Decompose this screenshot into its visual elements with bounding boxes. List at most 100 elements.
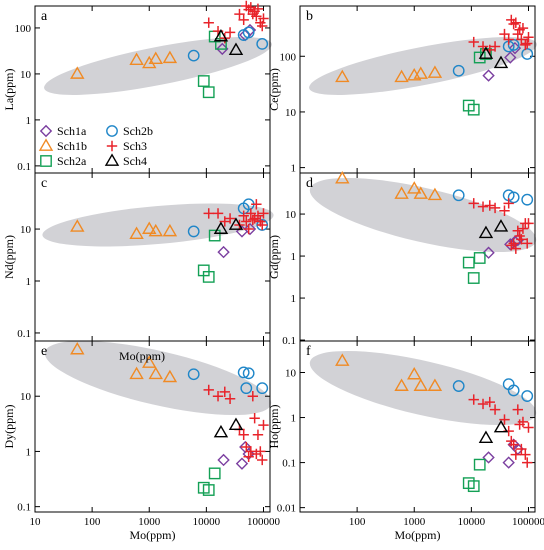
data-point (503, 198, 514, 209)
y-tick-label: 100 (280, 51, 297, 63)
data-point (243, 451, 254, 462)
legend-item-sch3: Sch3 (106, 139, 147, 153)
series-sch2a (197, 229, 221, 283)
series-sch1b (335, 65, 443, 83)
panel-label: a (41, 9, 48, 24)
y-axis-label: Ce(ppm) (267, 68, 281, 111)
data-point (523, 422, 534, 433)
y-tick-label: 10 (20, 391, 32, 403)
y-tick-label: 1 (291, 251, 297, 263)
panel-d: d 0.1 1 1 10 Gd(ppm) (267, 170, 537, 347)
legend-marker (39, 124, 53, 138)
y-tick-label: 10 (20, 224, 32, 236)
data-point (238, 14, 249, 26)
legend-marker (104, 153, 120, 166)
data-point (187, 49, 200, 62)
data-point (70, 341, 85, 355)
data-point (394, 69, 409, 83)
data-point (243, 222, 257, 236)
data-point (187, 225, 200, 238)
y-tick-label: 1 (291, 413, 297, 425)
data-point (70, 66, 85, 79)
data-point (452, 189, 465, 202)
y-axis-label: Gd(ppm) (267, 235, 281, 279)
y-tick-label: 1 (26, 115, 32, 127)
data-point (148, 366, 163, 380)
data-point (493, 419, 509, 433)
data-point (162, 369, 178, 383)
data-point (477, 398, 489, 410)
plot-frame (299, 340, 536, 513)
y-tick-label: 1 (291, 293, 297, 305)
y-tick-label: 10 (285, 367, 297, 379)
data-point (516, 443, 527, 455)
data-point (489, 404, 501, 415)
x-tick-label: 100 (349, 516, 366, 528)
data-point (504, 51, 517, 64)
y-tick-label: 1 (26, 276, 32, 288)
x-axis-label: Mo(ppm) (395, 528, 441, 542)
data-point (241, 216, 252, 227)
data-point (202, 270, 215, 283)
x-tick-label: 100 (84, 516, 101, 528)
data-point (238, 429, 249, 441)
panel-b: b 1 10 100 Ce(ppm) (267, 5, 537, 175)
data-point (452, 380, 465, 392)
data-point (224, 213, 236, 224)
series-sch2b (187, 26, 269, 62)
data-point (520, 449, 531, 460)
data-point (208, 229, 221, 242)
legend-marker (106, 125, 118, 137)
panel-e: e 0.1 1 10 10 100 1000 10000 100000 Dy(ppm) Mo(ppm… (2, 340, 280, 542)
data-point (468, 198, 479, 209)
data-point (187, 368, 200, 381)
data-point (129, 52, 144, 65)
data-point (477, 201, 489, 212)
data-point (142, 355, 157, 368)
data-point (427, 378, 443, 391)
data-point (468, 36, 479, 48)
data-point (256, 382, 269, 395)
data-point (503, 34, 514, 45)
data-point (477, 41, 489, 52)
panel-label: d (306, 176, 313, 191)
data-point (238, 210, 249, 221)
data-point (228, 417, 244, 430)
data-point (242, 367, 255, 380)
series-sch2a (197, 467, 221, 496)
data-point (522, 238, 533, 249)
plot-frame (34, 340, 271, 513)
x-tick-label: 10 (30, 516, 42, 528)
data-point (217, 245, 230, 259)
y-tick-label: 0.1 (17, 502, 31, 514)
field-ellipse (309, 350, 537, 426)
legend-item-sch1b: Sch1b (38, 138, 87, 153)
data-point (512, 28, 524, 40)
data-point (142, 55, 157, 69)
data-point (251, 11, 262, 22)
legend-label: Sch3 (123, 139, 147, 153)
data-point (228, 217, 244, 230)
series-sch3 (468, 198, 534, 254)
data-point (142, 221, 157, 234)
data-point (258, 419, 269, 431)
data-point (516, 234, 527, 245)
data-point (129, 366, 144, 380)
data-point (197, 75, 210, 87)
data-point (467, 480, 480, 493)
data-point (203, 384, 214, 396)
series-sch4 (213, 417, 244, 438)
data-point (502, 456, 515, 469)
y-tick-label: 1 (291, 163, 297, 175)
data-point (512, 404, 524, 415)
y-axis-label: Dy(ppm) (2, 405, 16, 449)
legend-label: Sch4 (123, 154, 147, 168)
data-point (394, 378, 409, 391)
data-point (213, 28, 229, 42)
panel-a: a 0.1 1 10 100 La(ppm) (2, 0, 272, 174)
data-point (219, 216, 230, 227)
data-point (427, 187, 443, 201)
data-point (203, 208, 214, 219)
x-tick-label: 100000 (512, 516, 544, 528)
series-sch1b (70, 219, 178, 239)
